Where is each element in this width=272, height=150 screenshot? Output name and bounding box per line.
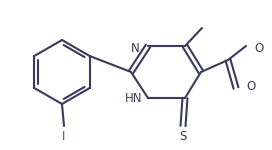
Text: S: S bbox=[179, 129, 187, 142]
Text: N: N bbox=[131, 42, 140, 54]
Text: HN: HN bbox=[125, 93, 142, 105]
Text: O: O bbox=[246, 80, 255, 93]
Text: I: I bbox=[62, 129, 66, 142]
Text: O: O bbox=[254, 42, 263, 54]
